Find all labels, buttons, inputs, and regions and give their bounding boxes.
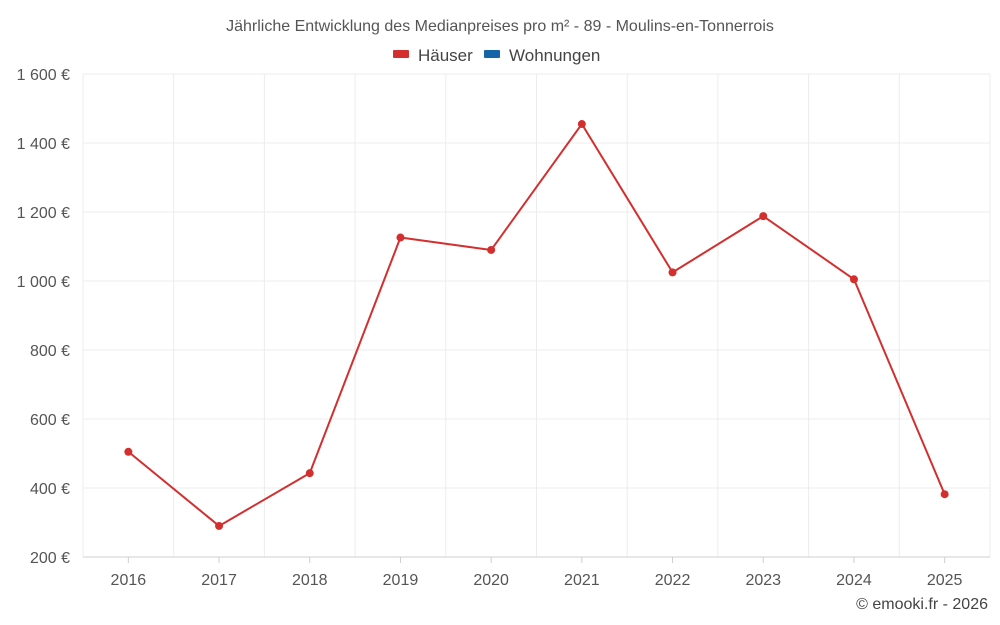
data-point-2022[interactable]: [668, 268, 677, 277]
x-tick-label-2022: 2022: [655, 572, 691, 589]
x-tick-label-2020: 2020: [473, 572, 509, 589]
x-tick-label-2021: 2021: [564, 572, 600, 589]
credit-text: © emooki.fr - 2026: [856, 596, 988, 613]
y-tick-label: 600 €: [30, 412, 70, 429]
x-axis: 2016 2017 2018 2019 2020 2021 2022 2023 2024 2025: [83, 556, 990, 589]
y-tick-label: 800 €: [30, 343, 70, 360]
data-point-2024[interactable]: [849, 275, 858, 284]
y-tick-label: 400 €: [30, 481, 70, 498]
data-point-2023[interactable]: [759, 212, 768, 221]
x-tick-label-2024: 2024: [836, 572, 872, 589]
x-tick-label-2025: 2025: [927, 572, 963, 589]
y-axis: 200 € 400 € 600 € 800 € 1 000 € 1 200 € 1 400 …: [17, 67, 70, 567]
chart-title: Jährliche Entwicklung des Medianpreises …: [226, 18, 774, 35]
y-tick-label: 1 200 €: [17, 205, 70, 222]
legend-swatch-haeuser: [393, 50, 409, 58]
x-tick-label-2016: 2016: [111, 572, 147, 589]
y-tick-label: 200 €: [30, 550, 70, 567]
series-line-0: [127, 123, 946, 527]
legend-label-haeuser: Häuser: [418, 46, 473, 65]
y-tick-label: 1 600 €: [17, 67, 70, 84]
data-point-2017[interactable]: [215, 521, 224, 530]
series-haeuser: [124, 120, 949, 530]
legend-item-haeuser[interactable]: Häuser: [393, 46, 473, 65]
legend-item-wohnungen[interactable]: Wohnungen: [484, 46, 600, 65]
x-tick-label-2023: 2023: [745, 572, 781, 589]
data-point-2021[interactable]: [577, 120, 586, 129]
grid: [82, 73, 991, 557]
x-tick-label-2018: 2018: [292, 572, 328, 589]
data-point-2018[interactable]: [305, 469, 314, 478]
y-tick-label: 1 000 €: [17, 274, 70, 291]
x-tick-label-2019: 2019: [383, 572, 419, 589]
data-point-2019[interactable]: [396, 233, 405, 242]
x-tick-label-2017: 2017: [201, 572, 237, 589]
y-tick-label: 1 400 €: [17, 136, 70, 153]
legend-label-wohnungen: Wohnungen: [509, 46, 600, 65]
data-point-2025[interactable]: [940, 490, 949, 499]
data-point-2016[interactable]: [124, 447, 133, 456]
legend: Häuser Wohnungen: [393, 46, 600, 65]
legend-swatch-wohnungen: [484, 50, 500, 58]
data-point-2020[interactable]: [487, 245, 496, 254]
